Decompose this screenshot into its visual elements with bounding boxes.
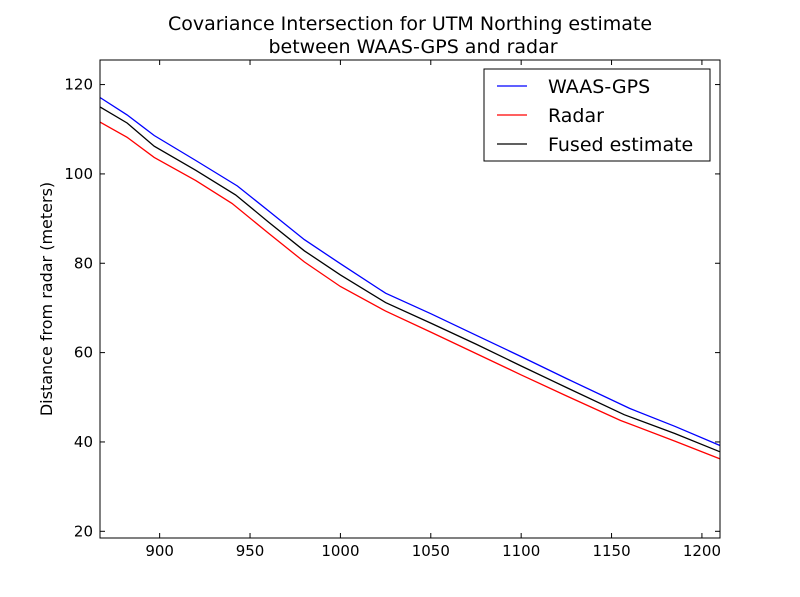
plot-frame <box>99 59 721 539</box>
series-line-fused-estimate <box>99 106 721 453</box>
y-tick-label: 120 <box>64 76 93 94</box>
x-tick-label: 900 <box>145 542 174 560</box>
plot-lines <box>99 96 721 460</box>
legend: WAAS-GPS Radar Fused estimate <box>483 68 711 162</box>
y-tick-label: 100 <box>64 165 93 183</box>
y-axis-label: Distance from radar (meters) <box>37 182 56 416</box>
series-line-waas-gps <box>99 96 721 447</box>
y-tick-label: 40 <box>74 433 93 451</box>
x-tick-label: 1000 <box>321 542 359 560</box>
x-tick-label: 1100 <box>502 542 540 560</box>
x-tick-label: 1050 <box>412 542 450 560</box>
legend-label: Fused estimate <box>548 134 693 156</box>
x-tick-label: 1150 <box>592 542 630 560</box>
x-tick-label: 1200 <box>683 542 721 560</box>
chart-title-line-1: Covariance Intersection for UTM Northing… <box>168 13 652 35</box>
axis-ticks: 900 950 1000 1050 1100 1150 1200 20 40 60 80 100 120 <box>64 60 721 560</box>
legend-label: Radar <box>548 105 604 127</box>
x-tick-label: 950 <box>236 542 265 560</box>
y-tick-label: 80 <box>74 254 93 272</box>
y-tick-label: 20 <box>74 522 93 540</box>
chart-title-line-2: between WAAS-GPS and radar <box>268 36 557 58</box>
legend-label: WAAS-GPS <box>548 76 650 98</box>
y-tick-label: 60 <box>74 344 93 362</box>
series-line-radar <box>99 121 721 460</box>
